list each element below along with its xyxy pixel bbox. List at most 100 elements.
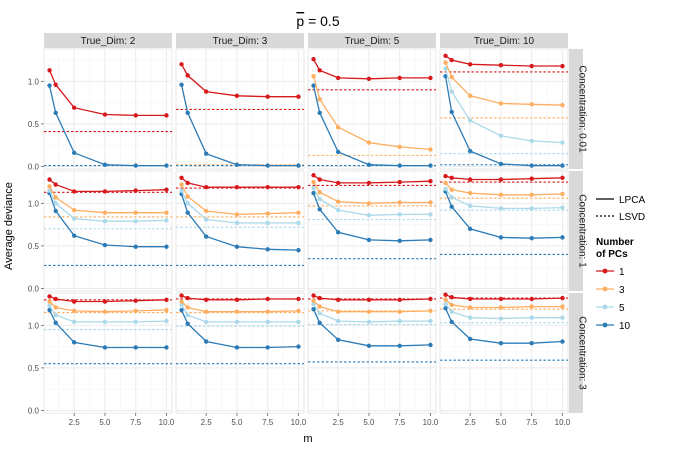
lpca-point-pc-1 [317,68,322,73]
y-tick-label: 1.0 [28,199,40,208]
panel [175,292,305,414]
lpca-series-pc-3 [312,76,431,151]
lpca-point-pc-3 [529,102,534,107]
lpca-point-pc-5 [53,312,58,318]
lpca-series-pc-10 [312,85,431,167]
lpca-point-pc-3 [102,210,108,215]
lpca-point-pc-5 [529,206,534,211]
lpca-point-pc-1 [428,179,433,184]
lpca-point-pc-3 [47,299,52,304]
panel [307,170,437,292]
legend-pc-swatch-point [602,286,608,292]
panel-background [43,170,173,292]
lpca-point-pc-5 [443,186,448,192]
panel [175,48,305,170]
lpca-series-pc-10 [48,85,167,167]
panel [43,48,173,170]
lpca-point-pc-3 [443,297,448,303]
column-strip-label: True_Dim: 3 [213,36,268,47]
lpca-point-pc-10 [47,307,52,313]
lpca-point-pc-10 [498,161,504,167]
lpca-point-pc-5 [529,138,534,144]
lpca-point-pc-10 [265,247,270,252]
lpca-point-pc-5 [203,217,209,222]
lpca-point-pc-1 [498,62,504,68]
lpca-point-pc-3 [53,195,58,200]
lpca-point-pc-1 [185,180,190,186]
lpca-point-pc-10 [71,340,77,345]
lpca-point-pc-1 [234,184,240,190]
lpca-point-pc-10 [53,208,58,214]
lpca-series-pc-10 [312,192,431,242]
lpca-point-pc-3 [53,305,58,310]
lpca-point-pc-3 [133,308,138,314]
lpca-point-pc-5 [234,220,240,226]
lpca-point-pc-5 [102,219,108,224]
lpca-point-pc-10 [53,320,58,325]
legend-pc-label: 1 [619,267,625,278]
lpca-point-pc-10 [428,342,433,348]
lpca-point-pc-1 [335,75,341,81]
lpca-point-pc-1 [53,182,58,187]
lpca-point-pc-10 [467,226,473,232]
lpca-point-pc-3 [311,74,316,79]
lpca-series-pc-10 [312,308,431,347]
lpca-series-pc-5 [444,68,563,144]
lpca-point-pc-1 [443,173,448,179]
lpca-point-pc-3 [335,199,341,204]
lpca-point-pc-1 [265,184,270,190]
lpca-point-pc-5 [296,319,301,325]
lpca-point-pc-3 [317,304,322,309]
x-tick-label: 5.0 [363,418,375,427]
column-strip [308,33,436,48]
lpca-point-pc-5 [449,309,454,314]
lpca-series-pc-5 [180,190,299,224]
x-tick-label: 7.5 [262,418,274,427]
lpca-point-pc-5 [366,319,372,325]
lpca-point-pc-5 [311,185,316,191]
lpca-point-pc-1 [560,175,565,181]
legend-pc-swatch-point [602,322,608,328]
lpca-point-pc-1 [397,179,402,185]
legend: LPCA LSVD Number of PCs 1 3 5 10 [596,195,645,332]
lpca-point-pc-1 [366,180,372,186]
legend-pcs-title-line2: of PCs [596,249,628,260]
lpca-point-pc-10 [428,163,433,168]
lpca-point-pc-1 [164,113,169,118]
lpca-point-pc-10 [203,234,209,239]
lpca-point-pc-3 [449,187,454,192]
lpca-point-pc-3 [296,308,301,314]
lpca-point-pc-5 [449,89,454,94]
row-strip-label: Concentration: 1 [577,194,588,268]
lpca-point-pc-3 [265,211,270,216]
lpca-point-pc-5 [47,303,52,308]
lpca-point-pc-10 [296,247,301,253]
lpca-point-pc-3 [560,102,565,108]
lpca-point-pc-3 [449,74,454,80]
column-strip [176,33,304,48]
lpca-series-pc-10 [444,76,563,167]
lpca-point-pc-10 [498,235,504,240]
lpca-point-pc-3 [366,201,372,206]
lpca-point-pc-1 [428,296,433,302]
lpca-series-pc-3 [444,62,563,106]
lpca-point-pc-3 [185,305,190,310]
lpca-point-pc-10 [203,339,209,344]
lpca-point-pc-1 [71,189,77,194]
lpca-point-pc-3 [467,305,473,310]
lpca-point-pc-3 [47,184,52,189]
lpca-point-pc-10 [529,163,534,168]
lpca-series-pc-10 [48,192,167,248]
lpca-point-pc-10 [102,345,108,350]
lpca-point-pc-5 [179,188,184,193]
y-tick-label: 0.0 [28,406,40,415]
x-axis-title: m [303,433,312,445]
column-strip-label: True_Dim: 10 [474,36,535,47]
x-tick-label: 5.0 [495,418,507,427]
lpca-point-pc-1 [335,297,341,303]
lpca-point-pc-3 [234,212,240,217]
y-axis-title: Average deviance [3,182,15,270]
lpca-point-pc-10 [296,344,301,349]
lpca-series-pc-1 [48,70,167,117]
lpca-point-pc-1 [498,296,504,302]
